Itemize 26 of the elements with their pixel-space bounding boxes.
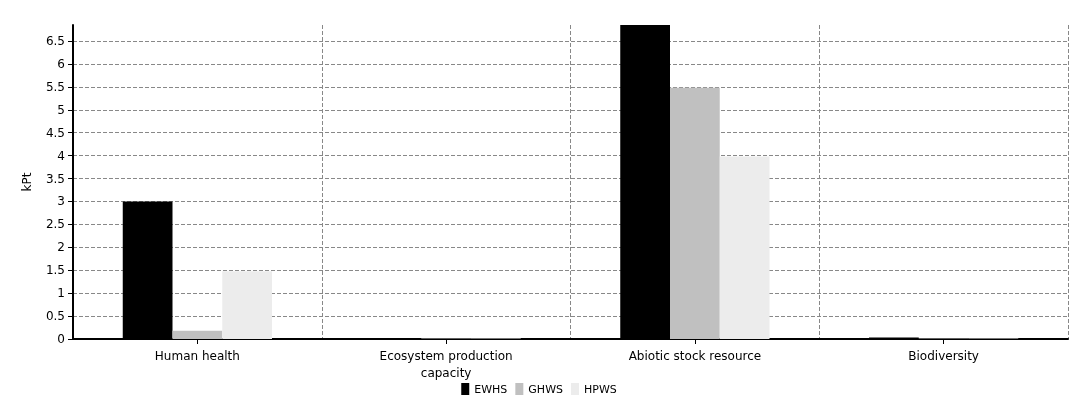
y-tick-label: 4.5 (45, 125, 65, 140)
y-tick-label: 4 (57, 148, 65, 163)
bar (719, 156, 770, 339)
y-tick-label: 2.5 (45, 217, 65, 232)
y-tick-label: 3.5 (45, 171, 65, 186)
y-tick-label: 0.5 (45, 309, 65, 324)
bar (670, 87, 720, 339)
legend-label: HPWS (583, 382, 617, 396)
x-tick-label: Abiotic stock resource (628, 348, 762, 363)
y-tick-label: 1 (57, 286, 65, 301)
y-tick-label: 3 (57, 194, 65, 209)
bar (222, 271, 272, 339)
y-axis-title: kPt (20, 172, 34, 192)
legend-label: EWHS (474, 382, 508, 396)
x-tick-label: Ecosystem production capacity (379, 348, 513, 380)
x-tick-label: Biodiversity (908, 348, 979, 363)
y-tick-label: 1.5 (45, 263, 65, 278)
y-tick-label: 2 (57, 240, 65, 255)
bar (172, 330, 223, 339)
y-tick-label: 6 (57, 56, 65, 71)
y-tick-label: 0 (57, 332, 65, 346)
y-tick-label: 5.5 (45, 79, 65, 94)
legend-label: GHWS (528, 382, 563, 396)
y-tick-label: 6.5 (45, 34, 65, 49)
x-tick-label: Human health (154, 348, 240, 363)
y-tick-label: 5 (57, 102, 65, 117)
